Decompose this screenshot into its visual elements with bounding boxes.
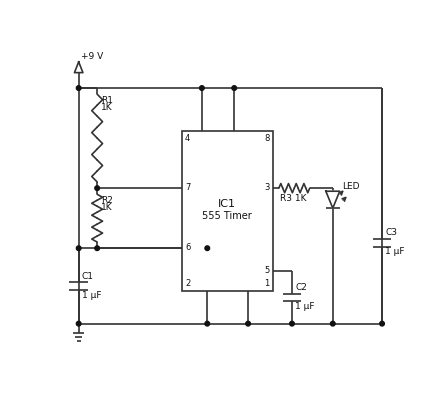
Text: 1 μF: 1 μF bbox=[385, 248, 405, 256]
Text: 5: 5 bbox=[264, 266, 270, 275]
Circle shape bbox=[232, 86, 237, 90]
Text: C2: C2 bbox=[295, 283, 307, 292]
Text: 1 μF: 1 μF bbox=[295, 302, 314, 311]
Text: +9 V: +9 V bbox=[81, 52, 103, 61]
Text: LED: LED bbox=[342, 182, 360, 191]
Text: R1: R1 bbox=[101, 96, 113, 105]
Circle shape bbox=[290, 321, 294, 326]
Text: 1K: 1K bbox=[101, 203, 112, 212]
Text: 1K: 1K bbox=[101, 103, 112, 112]
Circle shape bbox=[76, 246, 81, 250]
Circle shape bbox=[246, 321, 250, 326]
Text: 1: 1 bbox=[264, 279, 270, 288]
Circle shape bbox=[380, 321, 384, 326]
Text: C3: C3 bbox=[385, 228, 397, 238]
Text: R2: R2 bbox=[101, 196, 113, 205]
Text: C1: C1 bbox=[82, 272, 94, 280]
Text: 6: 6 bbox=[185, 243, 190, 252]
Text: 555 Timer: 555 Timer bbox=[202, 211, 252, 221]
Bar bbox=[182, 131, 273, 291]
Text: 7: 7 bbox=[185, 183, 190, 192]
Text: IC1: IC1 bbox=[218, 198, 236, 208]
Text: 4: 4 bbox=[185, 134, 190, 143]
Circle shape bbox=[205, 321, 210, 326]
Circle shape bbox=[76, 321, 81, 326]
Polygon shape bbox=[326, 191, 340, 208]
Text: 1 μF: 1 μF bbox=[82, 290, 101, 300]
Text: R3 1K: R3 1K bbox=[280, 194, 307, 202]
Circle shape bbox=[199, 86, 204, 90]
Circle shape bbox=[95, 246, 99, 250]
Circle shape bbox=[205, 246, 210, 250]
Circle shape bbox=[95, 186, 99, 190]
Text: 8: 8 bbox=[264, 134, 270, 143]
Circle shape bbox=[331, 321, 335, 326]
Circle shape bbox=[76, 86, 81, 90]
Text: 2: 2 bbox=[185, 279, 190, 288]
Text: 3: 3 bbox=[264, 183, 270, 192]
